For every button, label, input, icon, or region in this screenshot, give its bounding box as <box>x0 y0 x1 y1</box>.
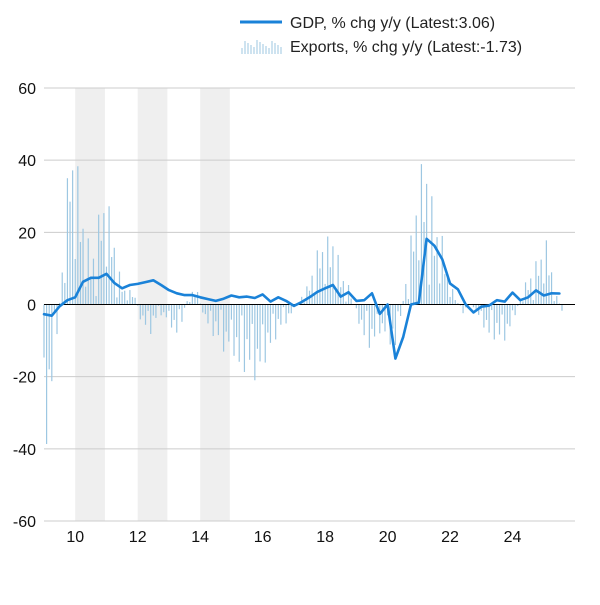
gdp-line <box>42 237 561 360</box>
y-tick-label: 40 <box>18 153 36 170</box>
x-tick-label: 20 <box>379 529 397 546</box>
y-tick-label: -40 <box>13 442 36 459</box>
x-tick-label: 16 <box>254 529 272 546</box>
x-tick-label: 22 <box>441 529 459 546</box>
legend-exports-label: Exports, % chg y/y (Latest:-1.73) <box>290 39 522 56</box>
y-tick-label: -20 <box>13 370 36 387</box>
x-axis-ticks: 10 12 14 16 18 20 22 24 <box>66 529 521 546</box>
legend-gdp-label: GDP, % chg y/y (Latest:3.06) <box>290 15 495 32</box>
y-tick-label: 0 <box>27 298 36 315</box>
y-tick-label: -60 <box>13 514 36 531</box>
legend-exports-swatch <box>241 40 282 54</box>
x-tick-label: 24 <box>504 529 522 546</box>
x-tick-label: 12 <box>129 529 147 546</box>
legend: GDP, % chg y/y (Latest:3.06) Exports, % … <box>240 15 522 56</box>
x-tick-label: 14 <box>191 529 209 546</box>
y-tick-label: 20 <box>18 225 36 242</box>
y-axis-ticks: 60 40 20 0 -20 -40 -60 <box>13 81 36 531</box>
y-tick-label: 60 <box>18 81 36 98</box>
gridlines <box>44 87 575 522</box>
x-tick-label: 18 <box>316 529 334 546</box>
x-tick-label: 10 <box>66 529 84 546</box>
